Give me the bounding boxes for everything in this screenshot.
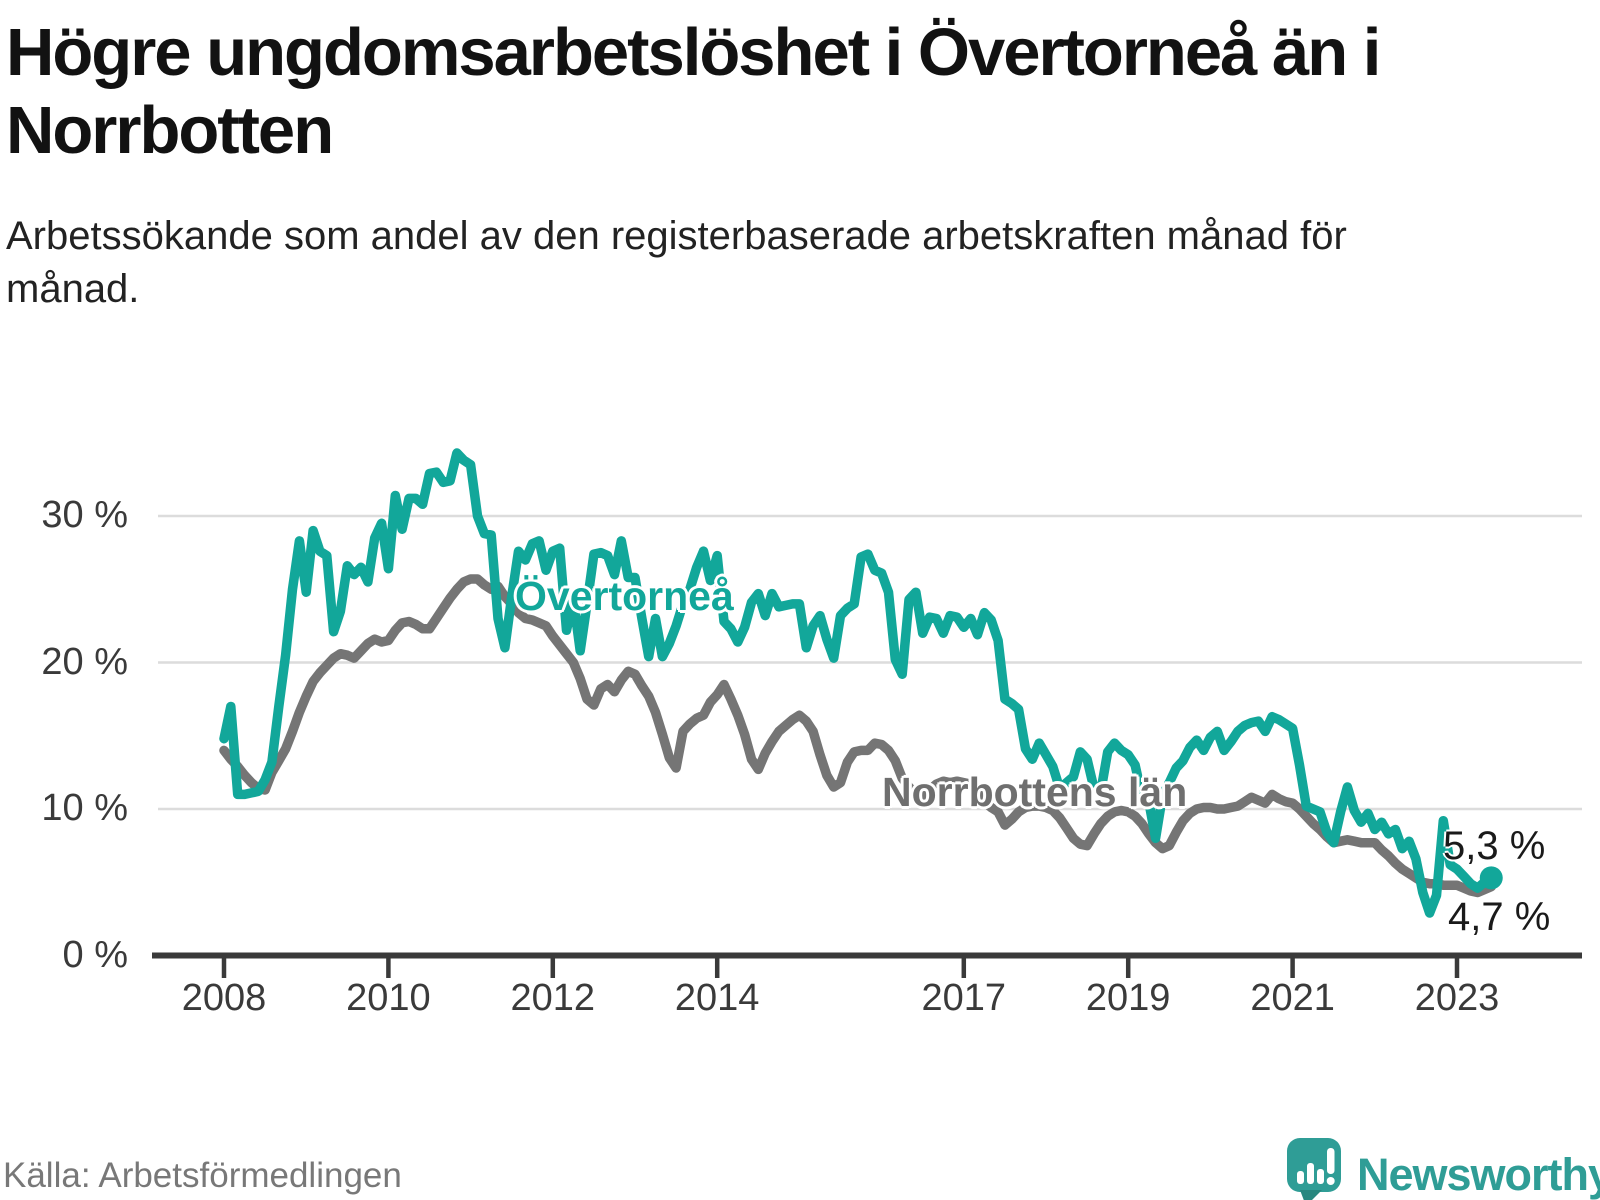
x-axis-label: 2014 xyxy=(674,977,760,1019)
series-label-overtornea: Övertorneå xyxy=(515,573,734,619)
end-dot-overtornea xyxy=(1479,866,1503,890)
page-title: Högre ungdomsarbetslöshet i Övertorneå ä… xyxy=(6,15,1381,168)
x-axis-label: 2023 xyxy=(1414,977,1500,1019)
x-axis-label: 2008 xyxy=(181,977,267,1019)
y-axis-label: 10 % xyxy=(41,787,128,829)
line-overtornea xyxy=(219,448,1497,918)
chart-subtitle: Arbetssökande som andel av den registerb… xyxy=(6,214,1347,311)
x-axis-label: 2019 xyxy=(1085,977,1171,1019)
end-value-norrbotten: 4,7 % xyxy=(1448,895,1551,939)
end-value-overtornea: 5,3 % xyxy=(1443,824,1546,868)
x-axis-label: 2017 xyxy=(921,977,1007,1019)
y-axis-label: 30 % xyxy=(41,494,128,536)
x-axis-label: 2021 xyxy=(1250,977,1335,1019)
y-axis-label: 0 % xyxy=(62,933,128,976)
series-label-norrbotten: Norrbottens län xyxy=(882,769,1188,815)
source-note: Källa: Arbetsförmedlingen xyxy=(3,1156,402,1195)
x-axis-label: 2012 xyxy=(510,977,596,1019)
newsworthy-brand-name: Newsworthy xyxy=(1357,1149,1600,1200)
newsworthy-logo-icon xyxy=(1287,1138,1341,1200)
line-norrbotten xyxy=(219,574,1497,898)
x-axis-label: 2010 xyxy=(346,977,431,1019)
y-axis-label: 20 % xyxy=(41,640,128,683)
